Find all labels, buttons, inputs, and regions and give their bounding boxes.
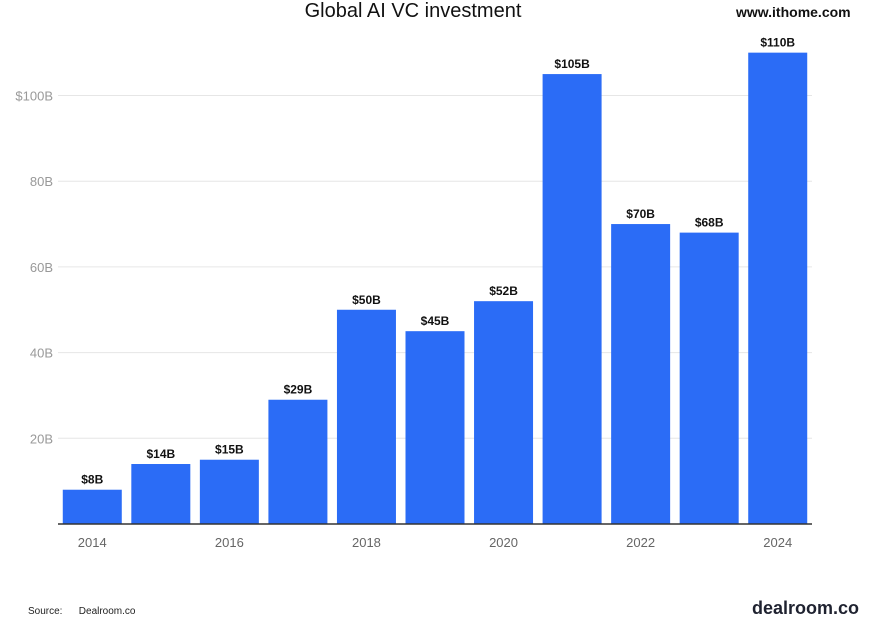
- y-tick-label: 60B: [30, 260, 53, 275]
- data-label: $68B: [695, 216, 724, 230]
- bar-2016: [199, 459, 259, 524]
- x-tick-label: 2018: [352, 535, 381, 550]
- bars: [62, 52, 808, 525]
- data-label: $8B: [81, 473, 103, 487]
- data-label: $50B: [352, 293, 381, 307]
- x-axis-ticks: 2014 2016 2018 2020 2022 2024: [78, 535, 792, 550]
- bar-2019: [405, 331, 465, 524]
- watermark: www.ithome.com: [736, 4, 851, 20]
- bar-2021: [542, 74, 602, 524]
- x-tick-label: 2020: [489, 535, 518, 550]
- x-tick-label: 2016: [215, 535, 244, 550]
- bar-2024: [748, 52, 808, 525]
- source-label: Source:: [28, 606, 63, 617]
- bar-2023: [679, 232, 739, 524]
- x-tick-label: 2022: [626, 535, 655, 550]
- x-tick-label: 2014: [78, 535, 107, 550]
- chart-title: Global AI VC investment: [304, 0, 522, 22]
- bar-2015: [131, 464, 191, 524]
- bar-2017: [268, 399, 328, 524]
- bar-2018: [336, 309, 396, 524]
- data-label: $105B: [554, 57, 590, 71]
- y-tick-label: $100B: [15, 89, 53, 104]
- y-tick-label: 40B: [30, 346, 53, 361]
- data-label: $14B: [146, 447, 175, 461]
- y-tick-label: 80B: [30, 174, 53, 189]
- y-axis-ticks: 20B 40B 60B 80B $100B: [15, 89, 53, 447]
- data-label: $70B: [626, 207, 655, 221]
- x-tick-label: 2024: [763, 535, 792, 550]
- source-note: Source: Dealroom.co: [28, 606, 135, 617]
- data-label: $15B: [215, 443, 244, 457]
- bar-2014: [62, 489, 122, 524]
- data-label: $110B: [760, 36, 795, 50]
- brand-logo: dealroom.co: [752, 598, 860, 618]
- data-label: $29B: [284, 383, 313, 397]
- y-tick-label: 20B: [30, 431, 53, 446]
- data-label: $45B: [421, 314, 450, 328]
- bar-chart: $8B $14B $15B $29B $50B $45B $52B $105B $70B $68B…: [15, 36, 812, 550]
- bar-2020: [474, 301, 534, 524]
- bar-2022: [611, 224, 671, 525]
- source-value: Dealroom.co: [78, 606, 136, 617]
- data-label: $52B: [489, 284, 518, 298]
- data-labels: $8B $14B $15B $29B $50B $45B $52B $105B $70B $68B…: [81, 36, 795, 487]
